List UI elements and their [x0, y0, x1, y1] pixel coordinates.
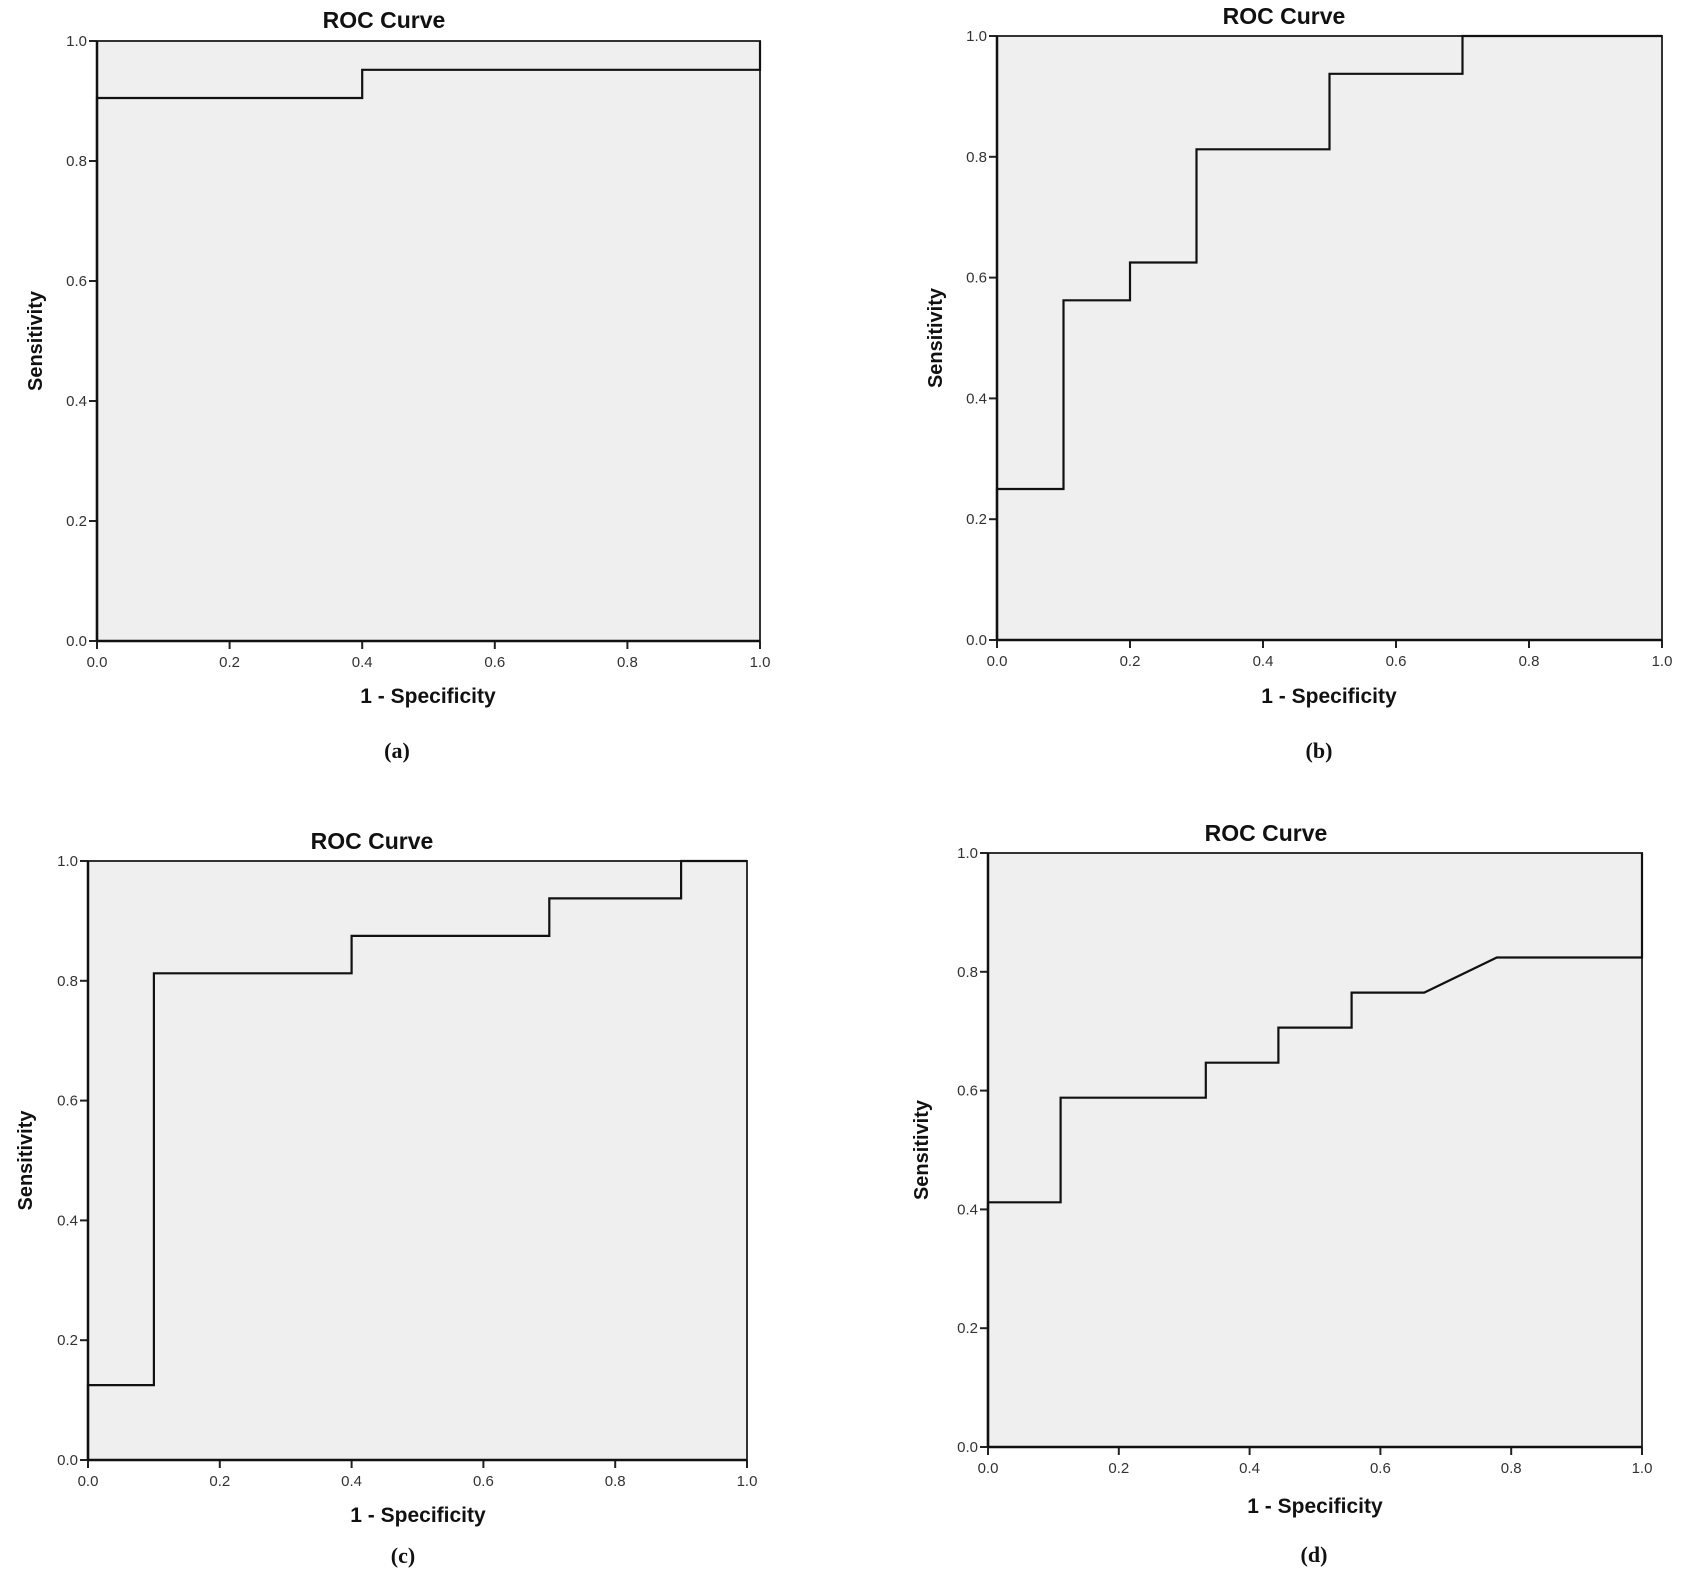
chart-title: ROC Curve	[1205, 820, 1328, 846]
x-tick-label: 1.0	[737, 1473, 758, 1490]
chart-title: ROC Curve	[311, 828, 434, 854]
y-tick-label: 0.8	[57, 973, 78, 990]
chart-title: ROC Curve	[323, 7, 446, 33]
y-axis-label: Sensitivity	[911, 1099, 933, 1200]
panel-caption: (d)	[1301, 1542, 1328, 1567]
roc-curve-line	[995, 34, 1662, 640]
x-tick-label: 0.0	[78, 1473, 99, 1490]
y-tick-label: 0.0	[66, 633, 87, 650]
x-tick-label: 0.8	[605, 1473, 626, 1490]
y-tick-label: 0.2	[66, 513, 87, 530]
x-axis-label: 1 - Specificity	[1247, 1495, 1383, 1518]
roc-curve-line	[86, 859, 747, 1460]
y-tick-label: 0.6	[966, 270, 987, 287]
x-tick-label: 1.0	[750, 654, 771, 671]
x-tick-label: 0.8	[1519, 653, 1540, 670]
x-axis-label: 1 - Specificity	[1261, 685, 1397, 708]
y-axis-label: Sensitivity	[15, 1110, 37, 1211]
roc-curve-line	[95, 41, 762, 641]
panel-caption: (b)	[1306, 738, 1333, 763]
x-tick-label: 0.2	[209, 1473, 230, 1490]
panel-d: ROC Curve Sensitivity 1 - Specificity (d…	[911, 820, 1652, 1567]
y-tick-label: 0.0	[966, 632, 987, 649]
y-tick-label: 1.0	[966, 28, 987, 45]
y-tick-label: 0.6	[57, 1093, 78, 1110]
roc-curve-line	[986, 853, 1644, 1447]
x-tick-label: 0.2	[219, 654, 240, 671]
plot-area	[987, 852, 1643, 1448]
plot-area	[96, 40, 761, 642]
x-tick-label: 1.0	[1632, 1460, 1653, 1477]
y-axis-label: Sensitivity	[25, 290, 47, 391]
panel-caption: (c)	[391, 1543, 415, 1568]
x-tick-label: 0.0	[87, 654, 108, 671]
y-tick-label: 0.8	[957, 964, 978, 981]
y-tick-label: 0.2	[966, 511, 987, 528]
y-tick-label: 0.8	[66, 153, 87, 170]
x-axis-label: 1 - Specificity	[360, 685, 496, 708]
x-tick-label: 0.2	[1108, 1460, 1129, 1477]
y-tick-label: 1.0	[66, 33, 87, 50]
x-tick-label: 0.0	[978, 1460, 999, 1477]
chart-title: ROC Curve	[1223, 3, 1346, 29]
x-tick-label: 0.6	[1370, 1460, 1391, 1477]
y-tick-label: 0.0	[57, 1452, 78, 1469]
panel-a: ROC Curve Sensitivity 1 - Specificity (a…	[25, 7, 770, 763]
x-tick-label: 0.6	[484, 654, 505, 671]
panel-c: ROC Curve Sensitivity 1 - Specificity (c…	[15, 828, 757, 1568]
x-tick-label: 0.4	[341, 1473, 362, 1490]
x-tick-label: 0.4	[352, 654, 373, 671]
x-tick-label: 0.4	[1253, 653, 1274, 670]
panel-caption: (a)	[384, 738, 410, 763]
y-tick-label: 0.8	[966, 149, 987, 166]
y-tick-label: 0.2	[957, 1320, 978, 1337]
y-tick-label: 0.4	[966, 390, 987, 407]
y-tick-label: 0.4	[957, 1201, 978, 1218]
y-tick-label: 0.6	[957, 1083, 978, 1100]
x-tick-label: 0.4	[1239, 1460, 1260, 1477]
x-tick-label: 0.0	[987, 653, 1008, 670]
y-tick-label: 0.2	[57, 1332, 78, 1349]
x-tick-label: 0.8	[1501, 1460, 1522, 1477]
x-tick-label: 0.2	[1120, 653, 1141, 670]
x-axis-label: 1 - Specificity	[350, 1504, 486, 1527]
x-tick-label: 0.6	[473, 1473, 494, 1490]
x-tick-label: 0.6	[1386, 653, 1407, 670]
panel-b: ROC Curve Sensitivity 1 - Specificity (b…	[925, 3, 1672, 763]
y-tick-label: 0.0	[957, 1439, 978, 1456]
x-tick-label: 0.8	[617, 654, 638, 671]
y-tick-label: 1.0	[957, 845, 978, 862]
x-tick-label: 1.0	[1652, 653, 1673, 670]
y-axis-label: Sensitivity	[925, 287, 947, 388]
y-tick-label: 0.6	[66, 273, 87, 290]
y-tick-label: 0.4	[66, 393, 87, 410]
y-tick-label: 0.4	[57, 1212, 78, 1229]
y-tick-label: 1.0	[57, 853, 78, 870]
plot-area	[87, 860, 748, 1461]
